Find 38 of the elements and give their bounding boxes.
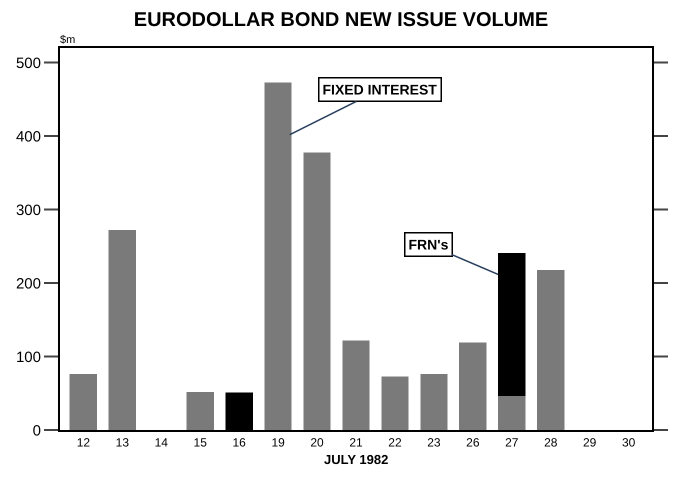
x-tick-label: 27 [505,435,519,450]
y-tick-label: 400 [16,128,41,146]
y-tick-label: 200 [16,275,41,292]
x-tick-label: 28 [544,435,558,450]
bar [342,340,370,430]
y-tick-label: 300 [16,202,41,219]
x-tick-label: 16 [232,435,246,450]
bar [381,376,409,430]
bar [420,374,448,430]
y-tick-label: 500 [16,54,41,72]
text: FIXED INTEREST [322,82,438,98]
bar [303,152,331,430]
bar [108,230,136,430]
bar [537,270,564,430]
x-tick-label: 29 [583,435,597,450]
y-tick-label: 100 [16,348,41,366]
bar [498,252,526,396]
bar [459,342,486,430]
x-tick-label: 20 [310,435,324,450]
bar [264,82,292,430]
x-tick-label: 21 [349,435,363,450]
x-tick-label: 22 [388,435,402,450]
text: FRN's [408,236,449,252]
x-tick-label: 13 [116,435,130,450]
x-tick-label: 15 [194,435,208,450]
x-tick-label: 14 [154,435,168,450]
y-axis-title: $m [60,34,76,46]
x-tick-label: 26 [466,435,480,450]
y-tick-label: 0 [32,422,41,440]
bar [498,396,526,430]
x-tick-label: 12 [76,435,90,450]
bar [186,392,214,430]
x-axis-title: JULY 1982 [324,452,388,467]
x-tick-label: 19 [271,435,286,450]
x-tick-label: 23 [427,435,441,450]
bar [70,374,97,430]
chart-title: EURODOLLAR BOND NEW ISSUE VOLUME [134,9,548,31]
x-tick-label: 30 [622,435,636,450]
